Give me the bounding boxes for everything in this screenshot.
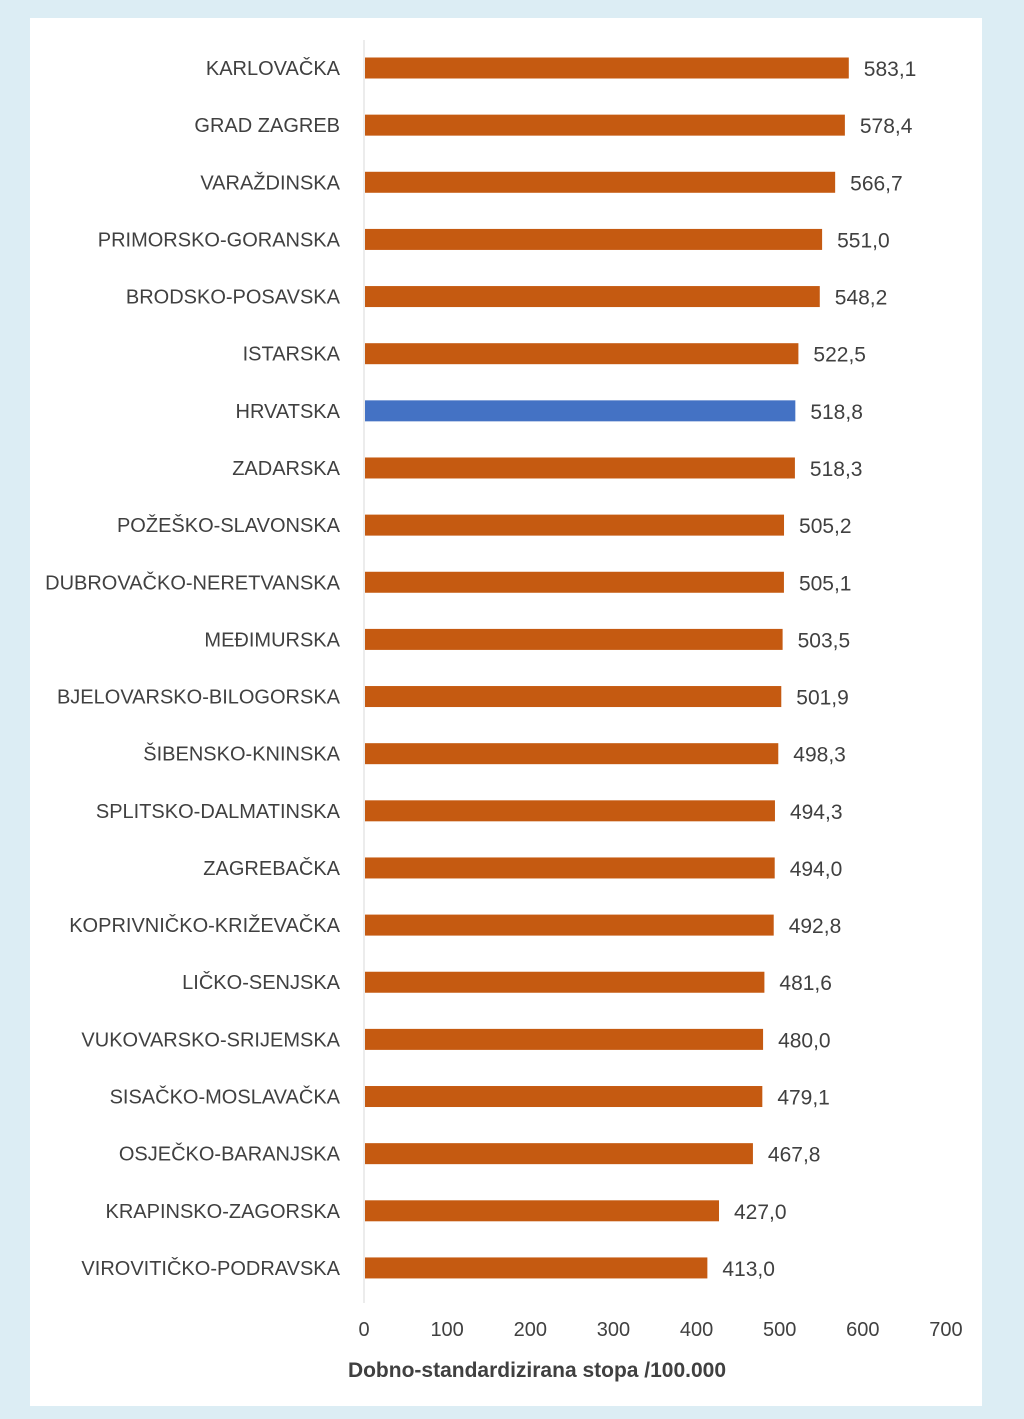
category-labels: KARLOVAČKA GRAD ZAGREB VARAŽDINSKA PRIMORSK… — [45, 57, 341, 1280]
value-label-0: 583,1 — [864, 58, 917, 81]
bar-18 — [365, 1086, 763, 1108]
category-label-8: POŽEŠKO-SLAVONSKA — [117, 514, 341, 537]
category-label-5: ISTARSKA — [243, 344, 341, 366]
value-label-19: 467,8 — [768, 1144, 821, 1167]
bar-12 — [365, 743, 779, 765]
category-label-13: SPLITSKO-DALMATINSKA — [96, 801, 341, 823]
value-label-12: 498,3 — [793, 744, 846, 767]
category-label-10: MEĐIMURSKA — [204, 629, 340, 651]
bar-4 — [365, 286, 820, 308]
value-label-13: 494,3 — [790, 801, 843, 824]
category-label-7: ZADARSKA — [232, 458, 340, 480]
bar-3 — [365, 228, 823, 250]
value-label-2: 566,7 — [850, 172, 903, 195]
category-label-19: OSJEČKO-BARANJSKA — [119, 1143, 341, 1166]
category-label-14: ZAGREBAČKA — [203, 857, 340, 880]
value-label-8: 505,2 — [799, 515, 852, 538]
x-tick-label-1: 100 — [430, 1319, 463, 1341]
category-label-0: KARLOVAČKA — [206, 57, 341, 80]
value-label-20: 427,0 — [734, 1201, 787, 1224]
bar-16 — [365, 971, 765, 993]
value-label-5: 522,5 — [813, 344, 866, 367]
x-tick-label-5: 500 — [763, 1319, 796, 1341]
bar-1 — [365, 114, 845, 136]
value-label-6: 518,8 — [810, 401, 863, 424]
category-label-16: LIČKO-SENJSKA — [182, 971, 340, 994]
category-label-12: ŠIBENSKO-KNINSKA — [143, 743, 340, 766]
bar-15 — [365, 914, 774, 936]
value-label-7: 518,3 — [810, 458, 863, 481]
bar-14 — [365, 857, 775, 879]
value-labels: 583,1 578,4 566,7 551,0 548,2 522,5 518,8 518,3… — [722, 58, 916, 1281]
x-tick-label-7: 700 — [929, 1319, 962, 1341]
value-label-15: 492,8 — [789, 915, 842, 938]
value-label-14: 494,0 — [790, 858, 843, 881]
value-label-17: 480,0 — [778, 1029, 831, 1052]
x-tick-label-4: 400 — [680, 1319, 713, 1341]
category-label-15: KOPRIVNIČKO-KRIŽEVAČKA — [69, 914, 340, 937]
category-label-18: SISAČKO-MOSLAVAČKA — [110, 1086, 341, 1109]
value-label-3: 551,0 — [837, 229, 890, 252]
bar-11 — [365, 686, 782, 708]
bar-5 — [365, 343, 799, 365]
value-label-10: 503,5 — [798, 629, 851, 652]
bar-chart: KARLOVAČKA GRAD ZAGREB VARAŽDINSKA PRIMORSK… — [45, 40, 963, 1382]
bar-0 — [365, 57, 849, 79]
bar-13 — [365, 800, 775, 822]
bar-6 — [365, 400, 796, 422]
bar-7 — [365, 457, 795, 479]
category-label-9: DUBROVAČKO-NERETVANSKA — [45, 571, 341, 594]
value-label-9: 505,1 — [799, 572, 852, 595]
value-label-4: 548,2 — [835, 287, 888, 310]
category-label-17: VUKOVARSKO-SRIJEMSKA — [81, 1029, 340, 1051]
bar-8 — [365, 514, 785, 536]
category-label-11: BJELOVARSKO-BILOGORSKA — [57, 687, 341, 709]
x-tick-label-3: 300 — [597, 1319, 630, 1341]
category-label-2: VARAŽDINSKA — [200, 171, 340, 194]
bar-20 — [365, 1200, 720, 1222]
x-tick-label-0: 0 — [358, 1319, 369, 1341]
category-label-21: VIROVITIČKO-PODRAVSKA — [81, 1257, 340, 1280]
value-label-21: 413,0 — [722, 1258, 775, 1281]
x-tick-label-6: 600 — [846, 1319, 879, 1341]
bar-2 — [365, 171, 836, 193]
bar-21 — [365, 1257, 708, 1279]
bar-19 — [365, 1143, 753, 1165]
category-label-20: KRAPINSKO-ZAGORSKA — [106, 1201, 341, 1223]
bar-17 — [365, 1028, 764, 1050]
chart-frame: KARLOVAČKA GRAD ZAGREB VARAŽDINSKA PRIMORSK… — [30, 18, 982, 1406]
bar-9 — [365, 571, 784, 593]
x-tick-label-2: 200 — [514, 1319, 547, 1341]
value-label-16: 481,6 — [779, 972, 832, 995]
value-label-11: 501,9 — [796, 687, 849, 710]
value-label-1: 578,4 — [860, 115, 913, 138]
value-label-18: 479,1 — [777, 1087, 830, 1110]
category-label-6: HRVATSKA — [236, 401, 341, 423]
x-axis-title: Dobno-standardizirana stopa /100.000 — [348, 1359, 726, 1382]
category-label-3: PRIMORSKO-GORANSKA — [98, 229, 341, 251]
x-tick-labels: 0 100 200 300 400 500 600 700 — [358, 1319, 962, 1341]
bar-10 — [365, 628, 783, 650]
category-label-4: BRODSKO-POSAVSKA — [126, 287, 341, 309]
category-label-1: GRAD ZAGREB — [194, 115, 340, 137]
bars-group — [365, 57, 849, 1279]
